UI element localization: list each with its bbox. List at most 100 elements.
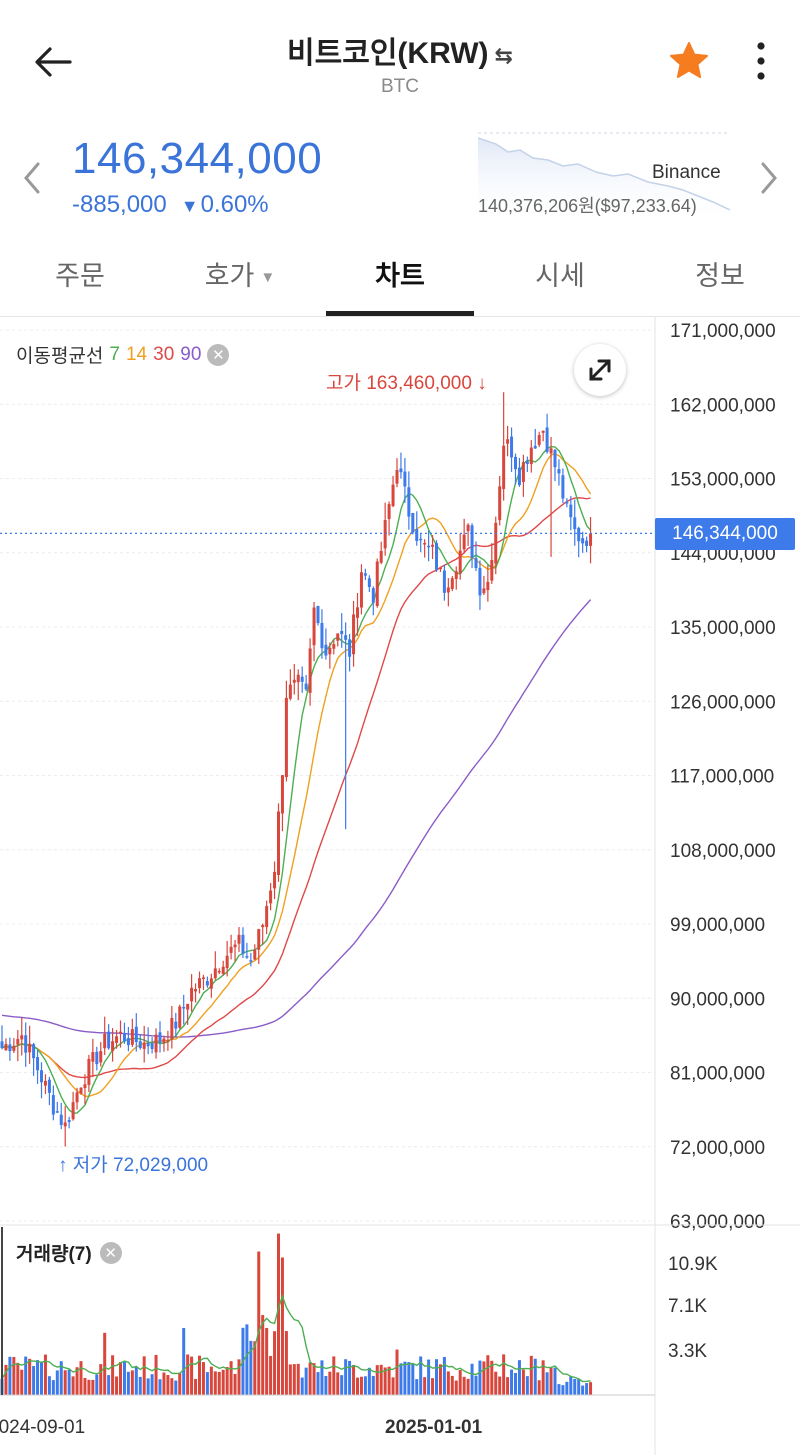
tab-info[interactable]: 정보 [640,244,800,316]
candle-body [446,587,450,593]
tab-market-price[interactable]: 시세 [480,244,640,316]
volume-bar [573,1378,577,1395]
volume-bar [423,1377,427,1395]
candle-body [265,906,269,928]
candle-body [170,1017,174,1040]
volume-legend: 거래량(7) ✕ [16,1239,122,1266]
ma7-label: 7 [109,343,120,365]
candle-body [336,633,340,641]
candle-body [43,1080,47,1086]
prev-coin-chevron-icon[interactable] [18,158,48,198]
candlestick-chart[interactable]: 171,000,000162,000,000153,000,000144,000… [0,317,800,1455]
tab-order[interactable]: 주문 [0,244,160,316]
volume-bar [391,1377,395,1395]
volume-bar [371,1376,375,1395]
candle-body [32,1044,36,1059]
change-amount: -885,000 [72,191,167,218]
volume-bar [24,1356,28,1395]
close-volume-icon[interactable]: ✕ [99,1241,122,1264]
volume-bar [458,1370,462,1395]
volume-bar [205,1372,209,1395]
candle-body [454,571,458,579]
back-arrow-icon[interactable] [30,38,78,86]
next-coin-chevron-icon[interactable] [753,158,783,198]
candle-body [498,486,502,521]
candle-body [79,1087,83,1094]
chart-grid [0,329,655,1222]
candle-body [379,550,383,563]
volume-bar [553,1367,557,1395]
volume-bar [217,1371,221,1395]
volume-bar [273,1331,277,1395]
candle-body [537,434,541,445]
volume-bar [431,1378,435,1395]
tab-divider [0,316,800,317]
volume-bar [462,1376,466,1395]
candle-body [205,981,209,986]
candle-body [494,522,498,564]
volume-bar [83,1377,87,1395]
low-label-text: 저가 72,029,000 [72,1155,209,1176]
volume-bar [490,1360,494,1395]
candle-body [24,1035,28,1053]
volume-tick-label: 3.3K [668,1341,707,1362]
candle-body [438,567,442,570]
candle-body [344,635,348,640]
favorite-star-icon[interactable] [668,40,710,82]
candle-body [585,540,589,546]
candle-body [209,978,213,989]
volume-bar [336,1372,340,1395]
candle-body [229,946,233,953]
change-rate: 0.60% [200,191,269,218]
candle-body [363,573,367,576]
volume-bar [146,1378,150,1395]
candle-body [284,697,288,778]
volume-bar [63,1370,67,1395]
candle-body [288,684,292,699]
swap-icon[interactable]: ⇆ [494,43,513,68]
volume-bar [162,1372,166,1395]
candle-body [71,1102,75,1120]
tab-chart[interactable]: 차트 [320,244,480,316]
candle-body [367,578,371,588]
coin-symbol: BTC [381,76,419,97]
volume-bar [470,1363,474,1395]
volume-bar [375,1365,379,1395]
volume-bar [344,1359,348,1395]
volume-bar [75,1367,79,1395]
ma-legend: 이동평균선 7 14 30 90 ✕ [16,341,230,368]
volume-bar [59,1361,63,1395]
volume-bar [130,1370,134,1395]
tab-orderbook[interactable]: 호가 ▼ [160,244,320,316]
candle-body [557,469,561,474]
volume-bar [245,1324,249,1395]
candle-body [190,987,194,1002]
candle-body [4,1043,8,1051]
candle-body [533,445,537,449]
candle-body [99,1051,103,1063]
candle-body [359,572,363,608]
volume-bar [478,1360,482,1395]
candle-body [561,475,565,499]
more-options-icon[interactable] [745,40,777,84]
volume-bar [71,1376,75,1395]
volume-bar [363,1376,367,1395]
volume-bar [415,1379,419,1395]
volume-bar [150,1374,154,1395]
page-title[interactable]: 비트코인(KRW) ⇆ [0,28,800,72]
volume-bar [237,1359,241,1395]
volume-bar [474,1375,478,1395]
candle-body [569,504,573,518]
candle-body [103,1033,107,1049]
candle-body [138,1041,142,1048]
expand-icon[interactable] [574,344,626,396]
volume-bar [521,1369,525,1395]
candle-body [162,1038,166,1043]
price-tick-label: 90,000,000 [670,989,765,1010]
close-ma-icon[interactable]: ✕ [207,343,230,366]
coin-name: 비트코인(KRW) [287,37,489,70]
candle-body [411,512,415,533]
low-price-label: ↑ 저가 72,029,000 [58,1150,208,1177]
volume-ma-line [1,1293,591,1383]
axes: 171,000,000162,000,000153,000,000144,000… [0,317,800,1455]
